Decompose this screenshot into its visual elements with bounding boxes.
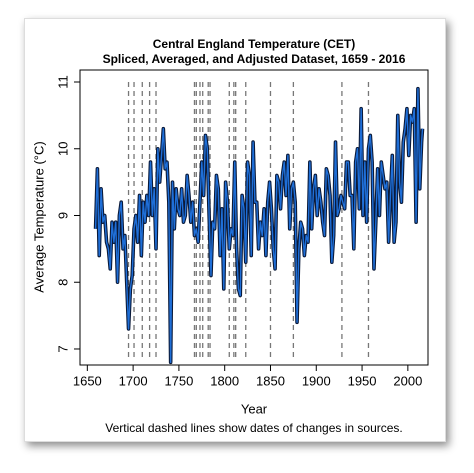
y-tick-label: 10 <box>55 142 70 156</box>
x-tick-label: 1950 <box>348 373 377 388</box>
note: Vertical dashed lines show dates of chan… <box>105 421 403 435</box>
x-tick-label: 1750 <box>164 373 193 388</box>
chart-title: Central England Temperature (CET) <box>153 37 355 51</box>
y-tick-label: 9 <box>55 212 70 219</box>
y-tick-label: 7 <box>55 345 70 352</box>
x-axis-label: Year <box>241 401 268 416</box>
x-tick-label: 1850 <box>256 373 285 388</box>
y-tick-label: 8 <box>55 279 70 286</box>
line <box>94 87 424 364</box>
y-tick-label: 11 <box>55 75 70 89</box>
chart-subtitle: Spliced, Averaged, and Adjusted Dataset,… <box>103 52 406 66</box>
x-tick-label: 1650 <box>73 373 102 388</box>
y-axis-label: Average Temperature (°C) <box>31 141 46 292</box>
x-tick-label: 1800 <box>210 373 239 388</box>
x-tick-label: 1900 <box>302 373 331 388</box>
x-tick-label: 1700 <box>119 373 148 388</box>
x-tick-label: 2000 <box>393 373 422 388</box>
